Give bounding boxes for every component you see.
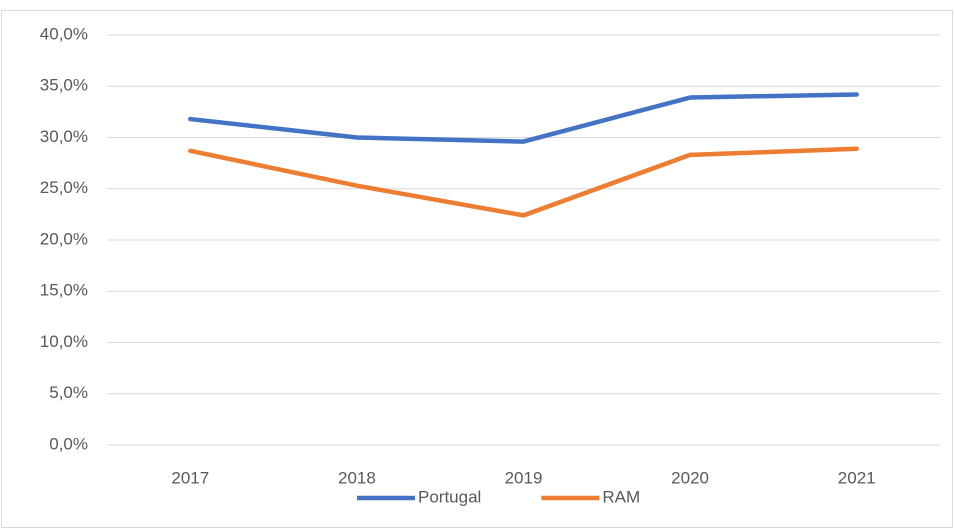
- x-tick-label: 2021: [838, 468, 876, 487]
- x-tick-label: 2017: [171, 468, 209, 487]
- x-tick-label: 2020: [671, 468, 709, 487]
- x-tick-label: 2019: [505, 468, 543, 487]
- y-tick-label: 35,0%: [40, 76, 88, 95]
- y-tick-label: 30,0%: [40, 127, 88, 146]
- y-tick-label: 20,0%: [40, 229, 88, 248]
- legend-label: Portugal: [418, 487, 481, 506]
- y-tick-label: 0,0%: [49, 434, 88, 453]
- chart-border: [1, 10, 953, 528]
- series-line: [188, 92, 859, 144]
- y-tick-label: 25,0%: [40, 178, 88, 197]
- y-tick-label: 40,0%: [40, 24, 88, 43]
- y-tick-label: 15,0%: [40, 281, 88, 300]
- series-line: [188, 146, 859, 218]
- y-tick-label: 10,0%: [40, 332, 88, 351]
- y-tick-label: 5,0%: [49, 383, 88, 402]
- x-tick-label: 2018: [338, 468, 376, 487]
- legend-label: RAM: [602, 487, 640, 506]
